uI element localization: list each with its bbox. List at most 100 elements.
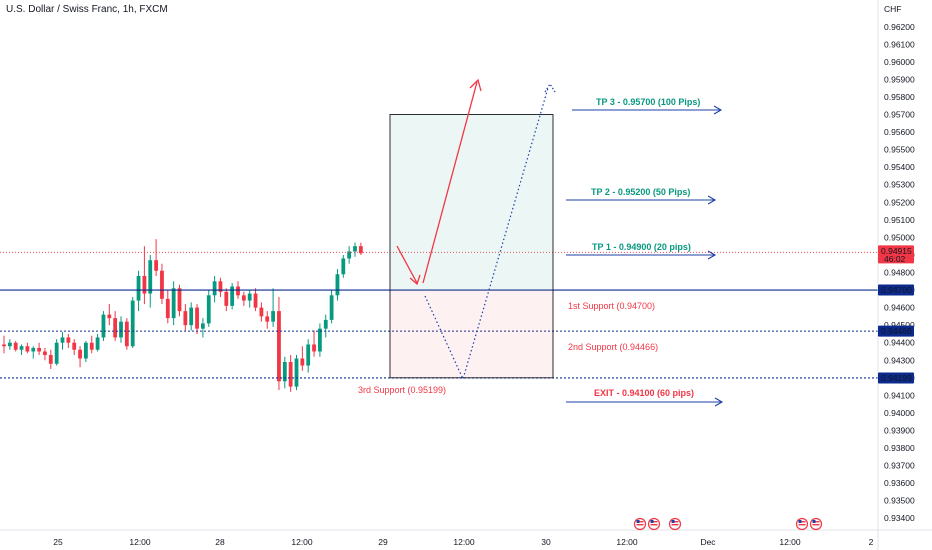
candle-body	[171, 288, 176, 319]
price-tag	[878, 325, 914, 337]
currency-label: CHF	[884, 4, 901, 14]
candle-body	[318, 328, 322, 352]
us-flag-stripe-icon	[798, 521, 806, 523]
y-tick-label: 0.95400	[884, 162, 915, 172]
candle-body	[300, 358, 305, 366]
price-tag	[878, 372, 914, 384]
candle-body	[230, 286, 235, 306]
y-tick-label: 0.94300	[884, 355, 915, 365]
candle-body	[124, 321, 129, 347]
y-tick-label: 0.94000	[884, 408, 915, 418]
candle-body	[13, 342, 18, 350]
candle-body	[277, 311, 281, 382]
projection-red-up-arrowhead	[469, 78, 482, 92]
x-tick-label: 12:00	[453, 537, 475, 547]
candle-body	[43, 351, 47, 355]
candle-body	[347, 251, 352, 259]
y-tick-label: 0.94400	[884, 338, 915, 348]
y-tick-label: 0.95900	[884, 74, 915, 84]
candle-body	[25, 346, 30, 352]
tp3-arrow-head	[713, 105, 723, 115]
y-tick-label: 0.95800	[884, 92, 915, 102]
candle-body	[288, 362, 293, 387]
us-flag-stripe-icon	[650, 521, 658, 523]
price-tag-label: 0.94915	[881, 246, 912, 256]
us-flag-stripe-icon	[798, 524, 806, 526]
candle-body	[37, 347, 41, 352]
tp1-label: TP 1 - 0.94900 (20 pips)	[592, 242, 691, 252]
candle-body	[154, 260, 158, 271]
candle-body	[341, 258, 346, 275]
candle-body	[72, 342, 77, 350]
us-flag-canton-icon	[812, 520, 816, 523]
y-tick-label: 0.93900	[884, 425, 915, 435]
candle-body	[206, 295, 211, 324]
x-tick-label: 29	[378, 537, 388, 547]
candle-body	[89, 342, 94, 350]
y-tick-label: 0.93400	[884, 513, 915, 523]
candle-body	[78, 349, 82, 359]
candle-body	[247, 293, 252, 301]
support1-label: 1st Support (0.94700)	[568, 301, 655, 311]
support2-label: 2nd Support (0.94466)	[568, 342, 658, 352]
candle-body	[241, 295, 246, 301]
candle-body	[306, 344, 311, 366]
x-tick-label: 12:00	[779, 537, 801, 547]
y-tick-label: 0.93700	[884, 461, 915, 471]
candle-body	[282, 362, 287, 382]
x-tick-label: 12:00	[129, 537, 151, 547]
y-tick-label: 0.96000	[884, 57, 915, 67]
x-tick-label: 12:00	[291, 537, 313, 547]
y-tick-label: 0.94500	[884, 320, 915, 330]
tp2-label: TP 2 - 0.95200 (50 Pips)	[591, 187, 690, 197]
candle-body	[136, 276, 141, 301]
candle-body	[294, 358, 299, 387]
target-zone	[390, 114, 553, 291]
candle-body	[259, 307, 264, 317]
projection-red-down	[396, 245, 418, 284]
stop-zone	[390, 290, 553, 378]
us-flag-canton-icon	[798, 520, 802, 523]
us-flag-stripe-icon	[650, 524, 658, 526]
candle-body	[2, 344, 6, 347]
y-tick-label: 0.95300	[884, 180, 915, 190]
candle-body	[165, 298, 170, 319]
y-tick-label: 0.93800	[884, 443, 915, 453]
candle-body	[183, 311, 188, 326]
price-tag-label: 0.94466	[881, 326, 912, 336]
us-flag-canton-icon	[671, 520, 675, 523]
candle-body	[265, 316, 270, 322]
price-tag	[878, 284, 914, 296]
y-tick-label: 0.96200	[884, 22, 915, 32]
candle-body	[54, 342, 59, 364]
y-tick-label: 0.96100	[884, 39, 915, 49]
candle-body	[130, 300, 135, 347]
tp1-arrow-head	[707, 250, 717, 260]
candle-body	[31, 347, 36, 352]
us-flag-stripe-icon	[636, 524, 644, 526]
price-tag-label: 0.94700	[881, 285, 912, 295]
us-flag-stripe-icon	[636, 521, 644, 523]
candle-body	[107, 314, 112, 319]
candle-body	[236, 286, 240, 296]
us-flag-canton-icon	[650, 520, 654, 523]
y-tick-label: 0.95100	[884, 215, 915, 225]
candle-body	[218, 281, 223, 292]
y-tick-label: 0.94800	[884, 268, 915, 278]
candle-body	[7, 342, 12, 347]
y-tick-label: 0.95500	[884, 145, 915, 155]
x-tick-label: 2	[869, 537, 874, 547]
candle-body	[358, 246, 363, 254]
exit-arrow-head	[714, 397, 724, 407]
y-tick-label: 0.95600	[884, 127, 915, 137]
candle-body	[95, 337, 100, 350]
y-tick-label: 0.94100	[884, 390, 915, 400]
candle-body	[113, 318, 118, 338]
candle-body	[195, 307, 199, 329]
tp3-label: TP 3 - 0.95700 (100 Pips)	[596, 97, 700, 107]
candle-body	[212, 281, 217, 296]
candle-body	[271, 311, 275, 322]
candle-body	[48, 354, 53, 364]
